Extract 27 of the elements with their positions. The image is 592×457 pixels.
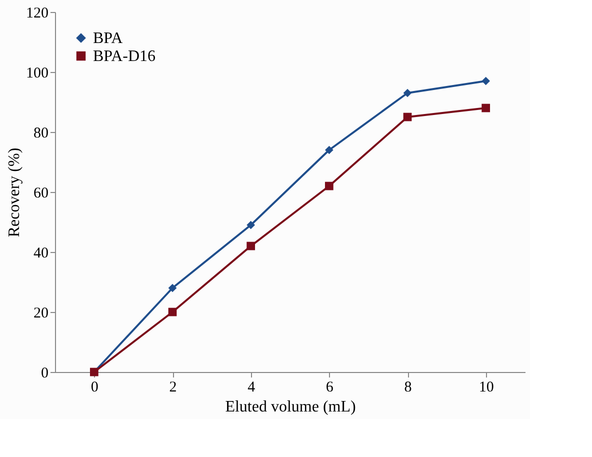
point xyxy=(168,308,177,316)
point xyxy=(168,284,177,292)
x-tick-label: 10 xyxy=(478,380,494,396)
y-axis-title: Recovery (%) xyxy=(6,148,23,238)
y-tick-label: 40 xyxy=(34,246,48,262)
x-tick-label: 2 xyxy=(169,380,177,396)
point xyxy=(403,88,412,98)
y-tick-label: 20 xyxy=(34,306,48,322)
legend-label: BPA-D16 xyxy=(93,48,156,65)
x-tick-label: 4 xyxy=(248,380,256,396)
point xyxy=(482,76,490,86)
x-axis-title: Eluted volume (mL) xyxy=(225,398,356,416)
point xyxy=(246,242,256,250)
point xyxy=(403,112,412,122)
legend-label: BPA xyxy=(93,30,124,47)
point xyxy=(482,104,490,112)
y-tick-label: 0 xyxy=(41,366,48,382)
x-tick-label: 8 xyxy=(404,380,412,396)
y-tick-label: 60 xyxy=(34,186,48,202)
point xyxy=(324,182,334,190)
x-tick-label: 0 xyxy=(90,380,98,396)
y-tick-label: 80 xyxy=(34,126,48,142)
point xyxy=(324,146,334,154)
y-tick-label: 120 xyxy=(26,6,48,22)
point xyxy=(246,220,256,230)
y-tick-label: 100 xyxy=(26,66,48,82)
x-tick-label: 6 xyxy=(326,380,334,396)
